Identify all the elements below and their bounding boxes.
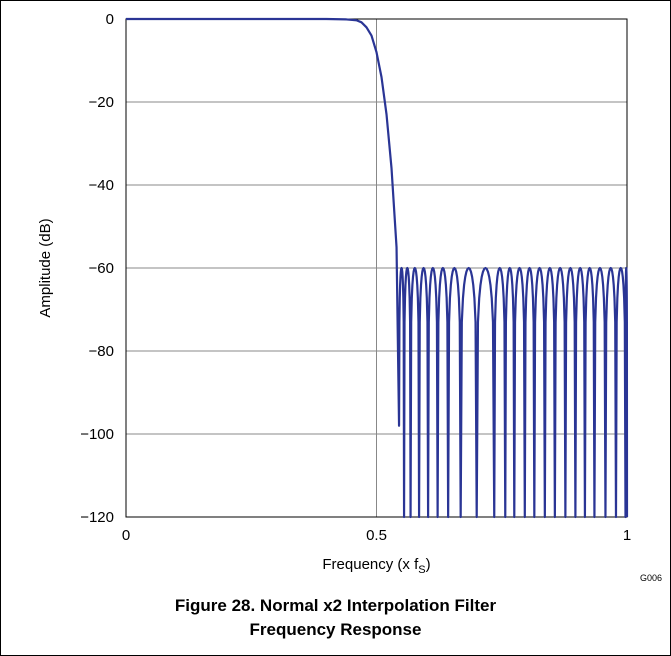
figure-code: G006 <box>640 573 662 583</box>
figure-caption-line-2: Frequency Response <box>249 620 422 639</box>
y-tick-label: −40 <box>89 177 114 194</box>
figure-caption-line-1: Figure 28. Normal x2 Interpolation Filte… <box>174 596 497 615</box>
x-tick-label: 1 <box>623 527 631 544</box>
y-tick-label: 0 <box>106 11 114 28</box>
y-tick-label: −120 <box>80 509 114 526</box>
y-tick-label: −100 <box>80 426 114 443</box>
frequency-response-chart: 0 −20 −40 −60 −80 −100 −120 0 0.5 1 Amplitude (dB… <box>37 11 662 583</box>
x-axis-label: Frequency (x fS) <box>322 556 430 576</box>
y-axis-label: Amplitude (dB) <box>37 218 54 317</box>
y-tick-label: −20 <box>89 94 114 111</box>
x-tick-label: 0.5 <box>366 527 387 544</box>
y-tick-label: −60 <box>89 260 114 277</box>
filter-response-curve <box>126 17 629 519</box>
grid <box>125 18 628 518</box>
y-tick-label: −80 <box>89 343 114 360</box>
tick-labels: 0 −20 −40 −60 −80 −100 −120 0 0.5 1 <box>80 11 631 544</box>
x-tick-label: 0 <box>122 527 130 544</box>
